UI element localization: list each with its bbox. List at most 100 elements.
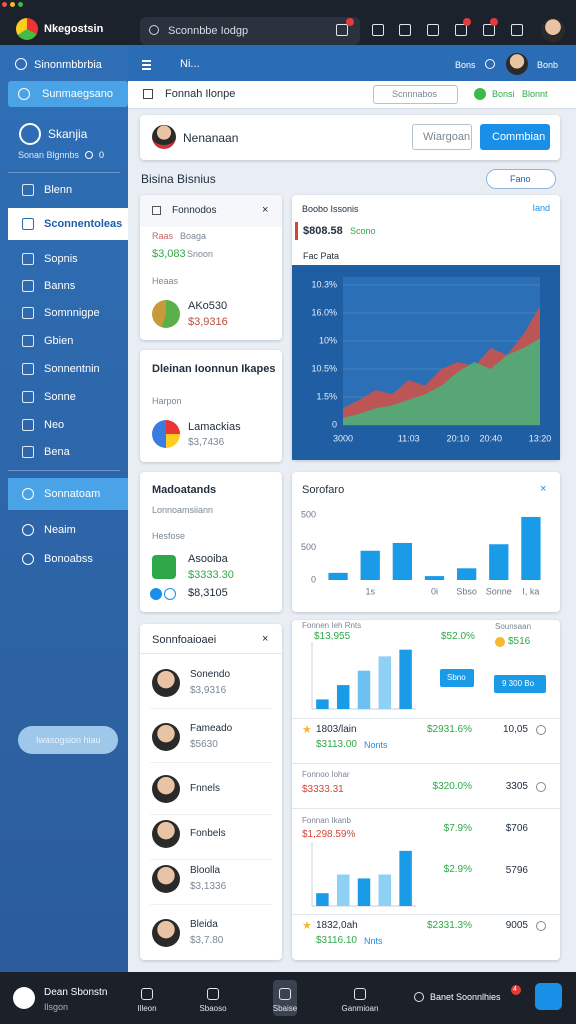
window-dot (1, 1, 7, 7)
row-divider (150, 904, 272, 905)
menu-item[interactable]: Bonoabss (44, 553, 93, 565)
menu-item[interactable]: Blenn (44, 184, 73, 196)
nav-item[interactable]: Illeon (137, 1004, 157, 1013)
menu-item[interactable]: Bena (44, 446, 70, 458)
card-header-bg (140, 195, 282, 227)
user-avatar (541, 18, 565, 42)
close-icon: × (262, 204, 269, 216)
person-name[interactable]: Bloolla (190, 865, 221, 876)
person-name[interactable]: Fnnels (190, 783, 221, 794)
row-pct: $320.0% (432, 781, 472, 792)
toolbar-icon[interactable] (336, 24, 348, 36)
nav-icon (279, 988, 291, 1000)
x-tick-label: 13:20 (529, 433, 552, 443)
search-box[interactable] (140, 17, 360, 45)
item-icon (152, 555, 176, 579)
row-divider (150, 708, 272, 709)
stats-button[interactable] (440, 669, 474, 687)
nav-item[interactable]: Sbaoso (199, 1004, 227, 1013)
chart (311, 642, 416, 710)
card-item: Lamackias (188, 421, 241, 433)
bar (328, 572, 348, 580)
card-item-value: $3,9316 (188, 316, 228, 328)
sidebar-button[interactable] (18, 726, 118, 754)
row-num: 9005 (505, 920, 528, 931)
header-menu[interactable]: Ni... (180, 58, 200, 70)
menu-icon (22, 363, 34, 375)
stats-button-text: 9 300 Bo (502, 679, 535, 688)
stats-button[interactable] (494, 675, 546, 693)
menu-item[interactable]: Sopnis (44, 253, 78, 265)
menu-item[interactable]: Somnnigpe (44, 307, 100, 319)
row-icon (536, 725, 546, 735)
nav-icon (354, 988, 366, 1000)
row-divider (292, 718, 560, 719)
card-subtitle: Lonnoamsiiann (152, 505, 214, 515)
menu-icon (142, 60, 151, 62)
menu-item[interactable]: Sonnatoam (44, 488, 101, 500)
person-value: $3,7.80 (190, 935, 224, 946)
person-name[interactable]: Bleida (190, 919, 218, 930)
row-pct: $2931.6% (426, 724, 472, 735)
bar (336, 874, 350, 906)
header-user: Bonb (537, 60, 559, 70)
menu-item[interactable]: Sonne (44, 391, 76, 403)
row-num: 3305 (505, 781, 528, 792)
button-text: Commbian (492, 131, 546, 143)
y-tick-label: 1.5% (316, 391, 337, 401)
toolbar-icon[interactable] (483, 24, 495, 36)
button-primary[interactable] (480, 124, 550, 150)
row-tag: Nonts (364, 740, 388, 750)
menu-icon (22, 553, 34, 565)
menu-icon (22, 446, 34, 458)
toolbar-icon[interactable] (399, 24, 411, 36)
person-value: $3,1336 (190, 881, 227, 892)
row-divider (150, 814, 272, 815)
chart-card-link[interactable]: Iand (532, 203, 550, 213)
toolbar-icon[interactable] (372, 24, 384, 36)
card-label: Boaga (180, 231, 207, 241)
y-tick-label: 16.0% (311, 307, 337, 317)
row-title: 1803/lain (316, 724, 357, 735)
person-name[interactable]: Fameado (190, 723, 233, 734)
menu-icon (22, 253, 34, 265)
person-name[interactable]: Sonendo (190, 669, 231, 680)
card-title: Sonnfoaioaei (152, 634, 217, 646)
section-title: Bisina Bisnius (141, 172, 216, 186)
chart-card-header: Boobo Issonis (302, 204, 359, 214)
x-tick-label: Sonne (486, 586, 512, 596)
toolbar-icon (143, 89, 153, 99)
menu-item[interactable]: Banns (44, 280, 76, 292)
value-marker (295, 222, 298, 240)
row-divider (292, 808, 560, 809)
main-header (128, 45, 576, 81)
x-tick-label: Sbso (456, 586, 477, 596)
button-outline[interactable] (412, 124, 472, 150)
nav-item[interactable]: Sbaise (272, 1004, 298, 1013)
star-icon: ★ (302, 724, 312, 736)
toolbar-icon[interactable] (511, 24, 523, 36)
person-name[interactable]: Fonbels (190, 828, 226, 839)
menu-item[interactable]: Gbien (44, 335, 74, 347)
row-sub: $3333.31 (302, 784, 344, 795)
row-icon (536, 921, 546, 931)
menu-item[interactable]: Sconnentoleas (44, 218, 123, 230)
section-button[interactable] (486, 169, 556, 189)
select-box[interactable] (373, 85, 458, 104)
toolbar-icon[interactable] (427, 24, 439, 36)
chart2-num: 5796 (505, 865, 528, 876)
person-avatar (152, 669, 180, 697)
menu-icon (22, 307, 34, 319)
profile-sub: Sonan Blgnnbs (18, 150, 80, 160)
chart-title: Sorofaro (302, 484, 345, 496)
nav-item[interactable]: Ganmioan (341, 1004, 379, 1013)
row-sub: $3113.00 (316, 739, 357, 750)
nav-badge-text: 4 (513, 986, 517, 993)
row-title: 1832,0ah (316, 920, 358, 931)
menu-item[interactable]: Neaim (44, 524, 76, 536)
menu-item[interactable]: Sonnentnin (44, 363, 100, 375)
nav-square-button[interactable] (535, 983, 562, 1010)
toolbar-icon[interactable] (455, 24, 467, 36)
menu-item[interactable]: Neo (44, 419, 65, 431)
sidebar-button-text: Iwasogsion hiau (36, 735, 101, 745)
